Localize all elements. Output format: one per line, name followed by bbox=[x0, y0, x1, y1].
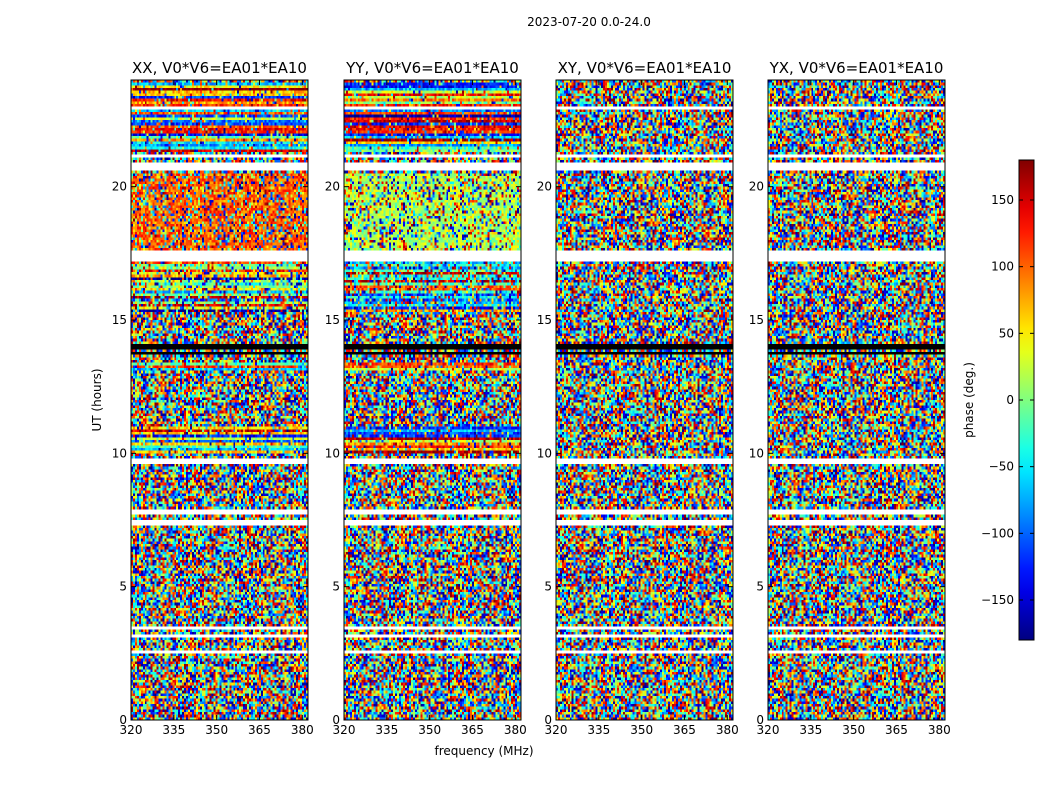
colorbar-label: phase (deg.) bbox=[962, 362, 976, 438]
y-tick-label: 5 bbox=[119, 580, 127, 594]
phase-image-yx bbox=[768, 80, 945, 720]
phase-image-yy bbox=[344, 80, 521, 720]
y-tick-label: 15 bbox=[112, 313, 127, 327]
x-tick-label: 380 bbox=[291, 723, 314, 737]
y-tick-label: 5 bbox=[544, 580, 552, 594]
colorbar-tick-label: −50 bbox=[989, 460, 1014, 474]
colorbar-tick-label: 100 bbox=[991, 260, 1014, 274]
y-axis-label: UT (hours) bbox=[90, 368, 104, 431]
colorbar-tick-label: −100 bbox=[981, 526, 1014, 540]
panel-yy: YY, V0*V6=EA01*EA10 320 335 350 365 380 0 5 10 15… bbox=[325, 59, 527, 737]
x-tick-label: 320 bbox=[545, 723, 568, 737]
y-tick-label: 0 bbox=[119, 713, 127, 727]
y-tick-label: 5 bbox=[332, 580, 340, 594]
figure-suptitle: 2023-07-20 0.0-24.0 bbox=[527, 15, 651, 29]
y-tick-label: 20 bbox=[112, 180, 127, 194]
y-tick-label: 20 bbox=[325, 180, 340, 194]
phase-image-xy bbox=[556, 80, 733, 720]
panel-frame bbox=[555, 79, 734, 721]
y-tick-label: 0 bbox=[544, 713, 552, 727]
panel-frame bbox=[767, 79, 946, 721]
panel-xy: XY, V0*V6=EA01*EA10 320 335 350 365 380 0 5 10 15… bbox=[537, 59, 739, 737]
y-tick-label: 0 bbox=[756, 713, 764, 727]
panel-xx: XX, V0*V6=EA01*EA10 320 335 350 365 380 0 5 10 15… bbox=[112, 59, 314, 737]
y-tick-label: 15 bbox=[325, 313, 340, 327]
x-axis-label: frequency (MHz) bbox=[434, 744, 533, 758]
panel-title: XX, V0*V6=EA01*EA10 bbox=[132, 59, 307, 77]
x-tick-label: 350 bbox=[842, 723, 865, 737]
panel-frame bbox=[130, 79, 309, 721]
x-tick-label: 335 bbox=[162, 723, 185, 737]
x-tick-label: 380 bbox=[716, 723, 739, 737]
panel-yx: YX, V0*V6=EA01*EA10 320 335 350 365 380 0 5 10 15… bbox=[749, 59, 951, 737]
x-tick-label: 335 bbox=[587, 723, 610, 737]
y-tick-label: 10 bbox=[112, 446, 127, 460]
y-tick-label: 10 bbox=[325, 446, 340, 460]
x-tick-label: 365 bbox=[885, 723, 908, 737]
y-tick-label: 0 bbox=[332, 713, 340, 727]
y-tick-label: 15 bbox=[749, 313, 764, 327]
x-tick-label: 335 bbox=[799, 723, 822, 737]
colorbar-tick-label: 50 bbox=[999, 326, 1014, 340]
panel-frame bbox=[343, 79, 522, 721]
x-tick-label: 350 bbox=[205, 723, 228, 737]
x-tick-label: 350 bbox=[630, 723, 653, 737]
y-tick-label: 10 bbox=[749, 446, 764, 460]
x-tick-label: 320 bbox=[757, 723, 780, 737]
colorbar-tick-label: −150 bbox=[981, 593, 1014, 607]
x-tick-label: 335 bbox=[375, 723, 398, 737]
panels-group: XX, V0*V6=EA01*EA10 320 335 350 365 380 0 5 10 15… bbox=[112, 59, 951, 737]
x-tick-label: 320 bbox=[333, 723, 356, 737]
panel-title: YX, V0*V6=EA01*EA10 bbox=[769, 59, 944, 77]
y-tick-label: 5 bbox=[756, 580, 764, 594]
y-tick-label: 20 bbox=[749, 180, 764, 194]
x-tick-label: 365 bbox=[461, 723, 484, 737]
colorbar-tick-label: 150 bbox=[991, 193, 1014, 207]
x-tick-label: 365 bbox=[248, 723, 271, 737]
x-tick-label: 365 bbox=[673, 723, 696, 737]
phase-image-xx bbox=[131, 80, 308, 720]
y-tick-label: 10 bbox=[537, 446, 552, 460]
y-tick-label: 20 bbox=[537, 180, 552, 194]
x-tick-label: 380 bbox=[504, 723, 527, 737]
x-tick-label: 380 bbox=[928, 723, 951, 737]
x-tick-label: 350 bbox=[418, 723, 441, 737]
colorbar-tick-label: 0 bbox=[1006, 393, 1014, 407]
colorbar: 150 100 50 0 −50 −100 −150 bbox=[981, 159, 1035, 641]
x-tick-label: 320 bbox=[120, 723, 143, 737]
panel-title: XY, V0*V6=EA01*EA10 bbox=[558, 59, 732, 77]
y-tick-label: 15 bbox=[537, 313, 552, 327]
panel-title: YY, V0*V6=EA01*EA10 bbox=[345, 59, 519, 77]
